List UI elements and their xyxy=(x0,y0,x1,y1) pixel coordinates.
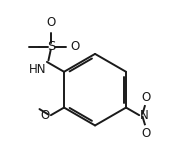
Text: HN: HN xyxy=(29,63,46,76)
Text: N: N xyxy=(140,109,149,122)
Text: O: O xyxy=(41,109,50,122)
Text: O: O xyxy=(47,16,56,29)
Text: O: O xyxy=(70,40,80,53)
Text: S: S xyxy=(47,40,56,53)
Text: O: O xyxy=(141,91,150,104)
Text: O: O xyxy=(141,127,150,140)
